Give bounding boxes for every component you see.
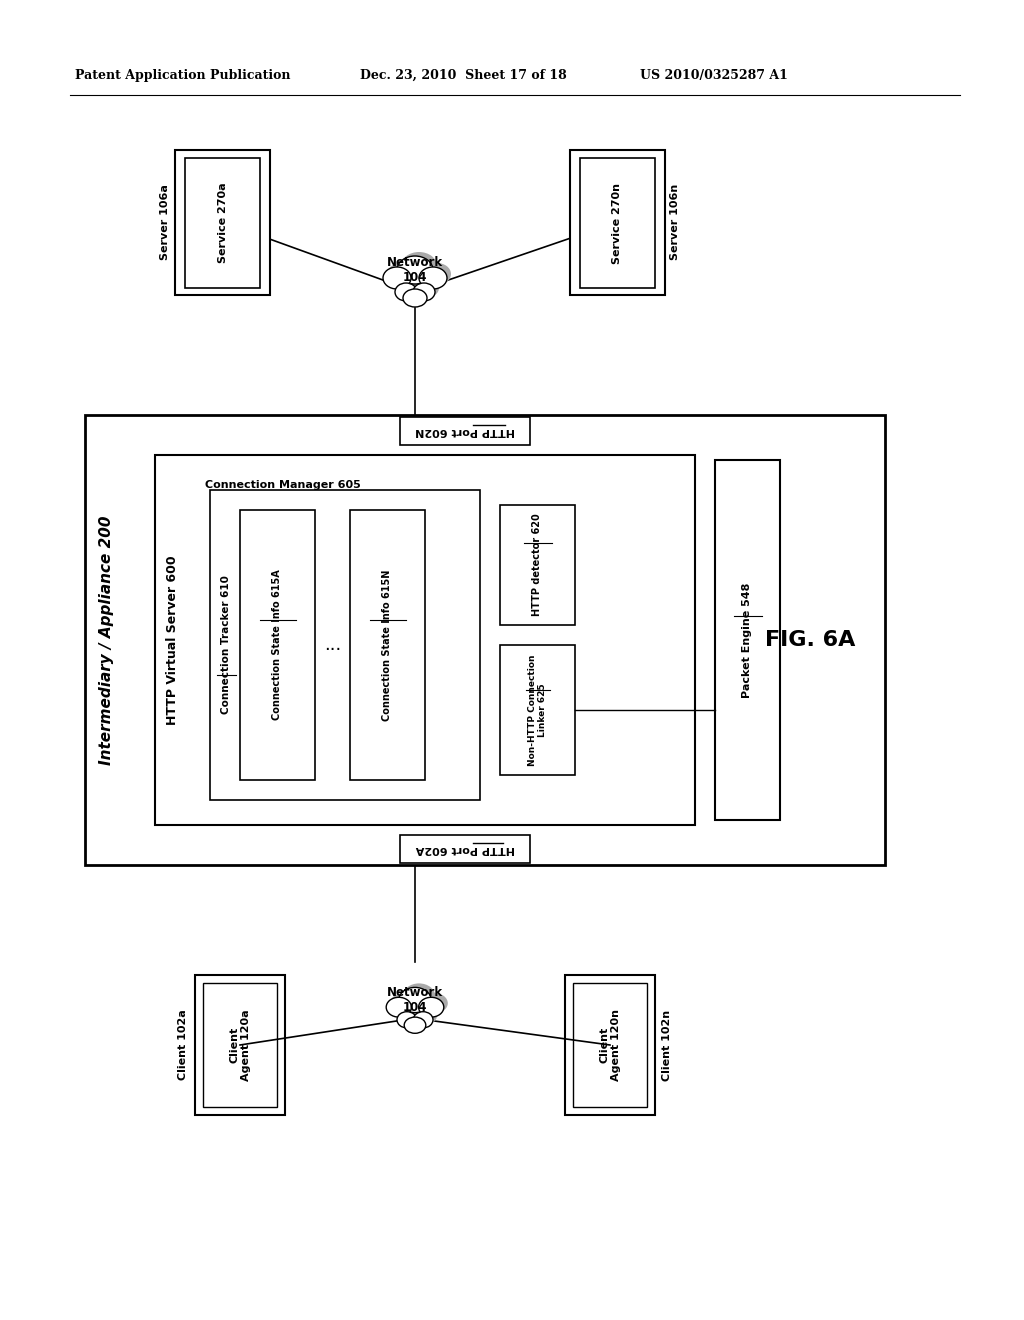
Text: Service 270a: Service 270a: [217, 182, 227, 263]
Bar: [210, 490, 480, 800]
Ellipse shape: [398, 987, 431, 1012]
Text: ...: ...: [325, 636, 342, 653]
Text: Network
104: Network 104: [387, 986, 443, 1014]
Text: Dec. 23, 2010  Sheet 17 of 18: Dec. 23, 2010 Sheet 17 of 18: [360, 69, 566, 82]
Text: Patent Application Publication: Patent Application Publication: [75, 69, 291, 82]
Ellipse shape: [413, 282, 435, 301]
Ellipse shape: [383, 267, 411, 289]
Ellipse shape: [404, 1018, 426, 1034]
Ellipse shape: [401, 1007, 421, 1024]
Text: Connection Tracker 610: Connection Tracker 610: [221, 576, 231, 714]
Text: Intermediary / Appliance 200: Intermediary / Appliance 200: [99, 515, 115, 764]
Text: Server 106a: Server 106a: [160, 183, 170, 260]
Bar: [350, 510, 425, 780]
Bar: [195, 975, 285, 1115]
Text: Client 102a: Client 102a: [178, 1010, 188, 1080]
Text: Server 106n: Server 106n: [670, 183, 680, 260]
Ellipse shape: [407, 285, 431, 304]
Text: Connection State Info 615N: Connection State Info 615N: [383, 569, 392, 721]
Ellipse shape: [390, 993, 416, 1014]
Bar: [240, 510, 315, 780]
Bar: [500, 645, 575, 775]
Bar: [580, 158, 655, 288]
Text: Client
Agent 120n: Client Agent 120n: [599, 1008, 621, 1081]
Bar: [400, 836, 530, 863]
Ellipse shape: [423, 993, 447, 1014]
Text: Connection State Info 615A: Connection State Info 615A: [272, 570, 283, 721]
Text: US 2010/0325287 A1: US 2010/0325287 A1: [640, 69, 787, 82]
Text: HTTP Virtual Server 600: HTTP Virtual Server 600: [167, 556, 179, 725]
Text: Client 102n: Client 102n: [662, 1010, 672, 1081]
Ellipse shape: [397, 1011, 417, 1028]
Ellipse shape: [403, 289, 427, 308]
Text: Connection Manager 605: Connection Manager 605: [205, 480, 360, 490]
Text: FIG. 6A: FIG. 6A: [765, 630, 855, 649]
Bar: [185, 158, 260, 288]
Ellipse shape: [399, 279, 421, 297]
Bar: [715, 459, 780, 820]
Ellipse shape: [386, 998, 412, 1018]
Ellipse shape: [395, 282, 417, 301]
Ellipse shape: [417, 279, 439, 297]
Ellipse shape: [409, 1014, 430, 1030]
Text: Packet Engine 548: Packet Engine 548: [742, 582, 753, 698]
Text: Non-HTTP Connection
Linker 625: Non-HTTP Connection Linker 625: [527, 655, 547, 766]
Ellipse shape: [419, 998, 443, 1018]
Bar: [500, 506, 575, 624]
Ellipse shape: [419, 267, 447, 289]
Text: Client
Agent 120a: Client Agent 120a: [229, 1010, 251, 1081]
Bar: [175, 150, 270, 294]
Ellipse shape: [417, 1007, 437, 1024]
Text: HTTP detector 620: HTTP detector 620: [532, 513, 543, 616]
Ellipse shape: [423, 263, 451, 285]
Ellipse shape: [387, 263, 415, 285]
Bar: [400, 417, 530, 445]
Bar: [565, 975, 655, 1115]
Bar: [155, 455, 695, 825]
Bar: [573, 983, 647, 1107]
Bar: [570, 150, 665, 294]
Text: HTTP Port 602N: HTTP Port 602N: [415, 426, 515, 436]
Bar: [85, 414, 885, 865]
Ellipse shape: [397, 256, 433, 284]
Text: Service 270n: Service 270n: [612, 182, 623, 264]
Ellipse shape: [414, 1011, 433, 1028]
Bar: [203, 983, 278, 1107]
Ellipse shape: [401, 252, 437, 280]
Ellipse shape: [402, 983, 435, 1008]
Text: Network
104: Network 104: [387, 256, 443, 284]
Text: HTTP Port 602A: HTTP Port 602A: [416, 843, 515, 854]
